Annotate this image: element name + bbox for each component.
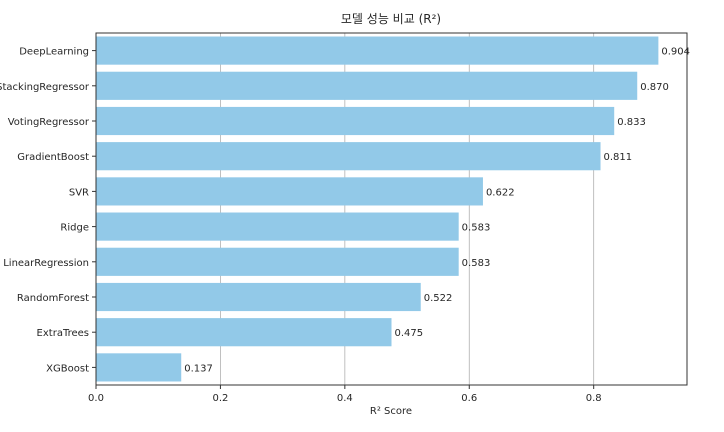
category-label: RandomForest bbox=[17, 293, 89, 304]
category-label: XGBoost bbox=[46, 363, 89, 374]
category-label: DeepLearning bbox=[19, 47, 89, 58]
bar bbox=[96, 177, 483, 206]
category-label: ExtraTrees bbox=[37, 328, 89, 339]
bar bbox=[96, 353, 182, 382]
value-label: 0.583 bbox=[462, 258, 491, 269]
bar bbox=[96, 106, 615, 136]
value-label: 0.833 bbox=[617, 117, 646, 128]
category-label: Ridge bbox=[60, 223, 89, 234]
x-axis-ticks: 0.0 0.2 0.4 0.6 0.8 bbox=[88, 385, 602, 404]
bar bbox=[96, 247, 459, 276]
bar bbox=[96, 142, 601, 171]
bar bbox=[96, 282, 421, 312]
plot-frame bbox=[95, 32, 688, 386]
value-label: 0.904 bbox=[661, 47, 690, 58]
value-label: 0.583 bbox=[462, 223, 491, 234]
value-label: 0.475 bbox=[395, 328, 424, 339]
value-label: 0.870 bbox=[640, 82, 669, 93]
x-tick-label: 0.2 bbox=[212, 393, 228, 404]
x-axis-title: R² Score bbox=[370, 406, 412, 417]
value-label: 0.622 bbox=[486, 187, 515, 198]
bars bbox=[96, 36, 659, 382]
category-label: GradientBoost bbox=[17, 152, 89, 163]
category-label: StackingRegressor bbox=[0, 82, 90, 93]
x-tick-label: 0.0 bbox=[88, 393, 104, 404]
category-label: LinearRegression bbox=[3, 258, 89, 269]
x-tick-label: 0.8 bbox=[586, 393, 602, 404]
bar bbox=[96, 71, 638, 100]
value-label: 0.811 bbox=[604, 152, 633, 163]
category-label: SVR bbox=[69, 187, 89, 198]
category-label: VotingRegressor bbox=[8, 117, 90, 128]
bar bbox=[96, 212, 459, 241]
value-labels: 0.904 0.870 0.833 0.811 0.622 0.583 0.583 0.522… bbox=[184, 47, 690, 375]
x-tick-label: 0.6 bbox=[461, 393, 477, 404]
bar bbox=[96, 36, 659, 65]
x-tick-label: 0.4 bbox=[337, 393, 353, 404]
bar bbox=[96, 318, 392, 347]
category-labels: DeepLearning StackingRegressor VotingRegre… bbox=[0, 47, 96, 374]
chart-title: 모델 성능 비교 (R²) bbox=[341, 12, 441, 26]
value-label: 0.137 bbox=[184, 363, 213, 374]
value-label: 0.522 bbox=[424, 293, 453, 304]
